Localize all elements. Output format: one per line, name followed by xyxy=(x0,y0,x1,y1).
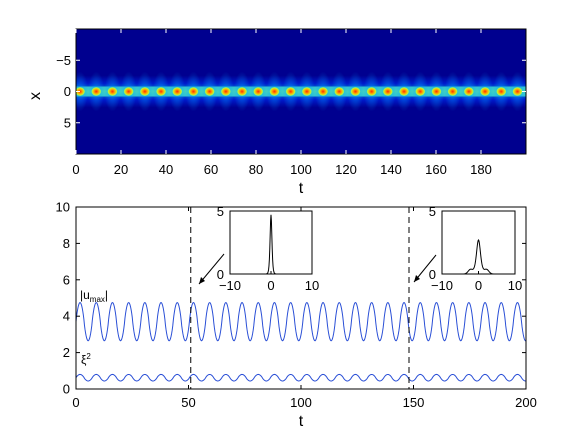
inset-y-tick-label: 5 xyxy=(217,204,224,219)
heatmap-x-axis-label: t xyxy=(299,180,304,197)
heatmap-peak xyxy=(269,87,280,96)
heatmap-x-tick-label: 20 xyxy=(114,162,128,177)
inset-y-tick-label: 5 xyxy=(429,204,436,219)
inset-x-tick-label: −10 xyxy=(431,278,453,293)
line-y-tick-label: 2 xyxy=(63,345,70,360)
heatmap-x-tick-label: 120 xyxy=(335,162,357,177)
heatmap-panel: 0 20 40 60 80 100 120 140 160 180 −5 0 5 t x xyxy=(27,28,527,197)
heatmap-x-ticks: 0 20 40 60 80 100 120 140 160 180 xyxy=(72,29,492,177)
line-plot-area xyxy=(76,207,526,389)
heatmap-peak xyxy=(334,87,345,96)
inset-y-tick-label: 0 xyxy=(217,267,224,282)
series-umax-line xyxy=(76,301,526,342)
heatmap-x-tick-label: 0 xyxy=(72,162,79,177)
heatmap-peak xyxy=(188,87,199,96)
heatmap-y-ticks: −5 0 5 xyxy=(56,53,526,130)
line-y-tick-label: 6 xyxy=(63,272,70,287)
line-x-tick-label: 100 xyxy=(290,395,312,410)
line-x-axis-label: t xyxy=(299,413,304,430)
heatmap-peak xyxy=(447,87,458,96)
inset-y-tick-label: 0 xyxy=(429,267,436,282)
heatmap-peak xyxy=(415,87,426,96)
heatmap-peak xyxy=(301,87,312,96)
heatmap-peak xyxy=(91,87,102,96)
line-y-tick-label: 4 xyxy=(63,309,70,324)
heatmap-peak xyxy=(431,87,442,96)
line-x-tick-label: 150 xyxy=(403,395,425,410)
heatmap-x-tick-label: 100 xyxy=(290,162,312,177)
heatmap-peak xyxy=(76,87,86,96)
heatmap-y-tick-label: 5 xyxy=(64,115,71,130)
inset-arrow-t51 xyxy=(198,253,225,285)
heatmap-peak xyxy=(285,87,296,96)
line-y-tick-label: 10 xyxy=(56,200,70,215)
heatmap-peak xyxy=(220,87,231,96)
line-x-tick-label: 50 xyxy=(181,395,195,410)
series-xi2-line xyxy=(76,373,526,382)
heatmap-peak xyxy=(139,87,150,96)
heatmap-x-tick-label: 80 xyxy=(249,162,263,177)
heatmap-peak xyxy=(318,87,329,96)
line-y-tick-label: 8 xyxy=(63,236,70,251)
heatmap-peak xyxy=(366,87,377,96)
inset-arrow-head-t148 xyxy=(414,275,420,282)
heatmap-x-tick-label: 160 xyxy=(425,162,447,177)
heatmap-x-tick-label: 40 xyxy=(159,162,173,177)
heatmap-peak xyxy=(172,87,183,96)
heatmap-peak xyxy=(399,87,410,96)
heatmap-peak xyxy=(107,87,118,96)
heatmap-peak xyxy=(156,87,167,96)
line-x-ticks: 0 50 100 150 200 xyxy=(72,207,537,410)
line-y-tick-label: 0 xyxy=(63,382,70,397)
heatmap-peak xyxy=(463,87,474,96)
heatmap-x-tick-label: 180 xyxy=(470,162,492,177)
heatmap-y-tick-label: −5 xyxy=(56,53,71,68)
line-x-tick-label: 0 xyxy=(72,395,79,410)
heatmap-peak xyxy=(204,87,215,96)
heatmap-y-tick-label: 0 xyxy=(64,84,71,99)
series-label-umax: |umax| xyxy=(80,288,108,304)
heatmap-peak xyxy=(350,87,361,96)
heatmap-peak xyxy=(382,87,393,96)
inset-profile-line xyxy=(230,214,312,275)
inset-x-tick-label: −10 xyxy=(219,278,241,293)
heatmap-peak xyxy=(496,87,507,96)
inset-x-tick-label: 0 xyxy=(475,278,482,293)
heatmap-peak xyxy=(512,87,523,96)
inset-x-tick-label: 0 xyxy=(267,278,274,293)
heatmap-layer xyxy=(76,71,526,112)
heatmap-peak xyxy=(123,87,134,96)
inset-x-tick-label: 10 xyxy=(508,278,522,293)
line-y-ticks: 0 2 4 6 8 10 xyxy=(56,200,526,397)
heatmap-peak xyxy=(253,87,264,96)
heatmap-x-tick-label: 140 xyxy=(380,162,402,177)
inset-x-tick-label: 10 xyxy=(305,278,319,293)
heatmap-x-tick-label: 60 xyxy=(204,162,218,177)
series-label-xi2: ξ2 xyxy=(81,352,91,367)
inset-frame xyxy=(441,210,516,275)
inset-arrow-head-t51 xyxy=(199,277,205,284)
line-x-tick-label: 200 xyxy=(515,395,537,410)
inset-profile-line xyxy=(442,239,515,275)
heatmap-peak xyxy=(480,87,491,96)
heatmap-peak xyxy=(237,87,248,96)
heatmap-y-axis-label: x xyxy=(27,92,44,100)
